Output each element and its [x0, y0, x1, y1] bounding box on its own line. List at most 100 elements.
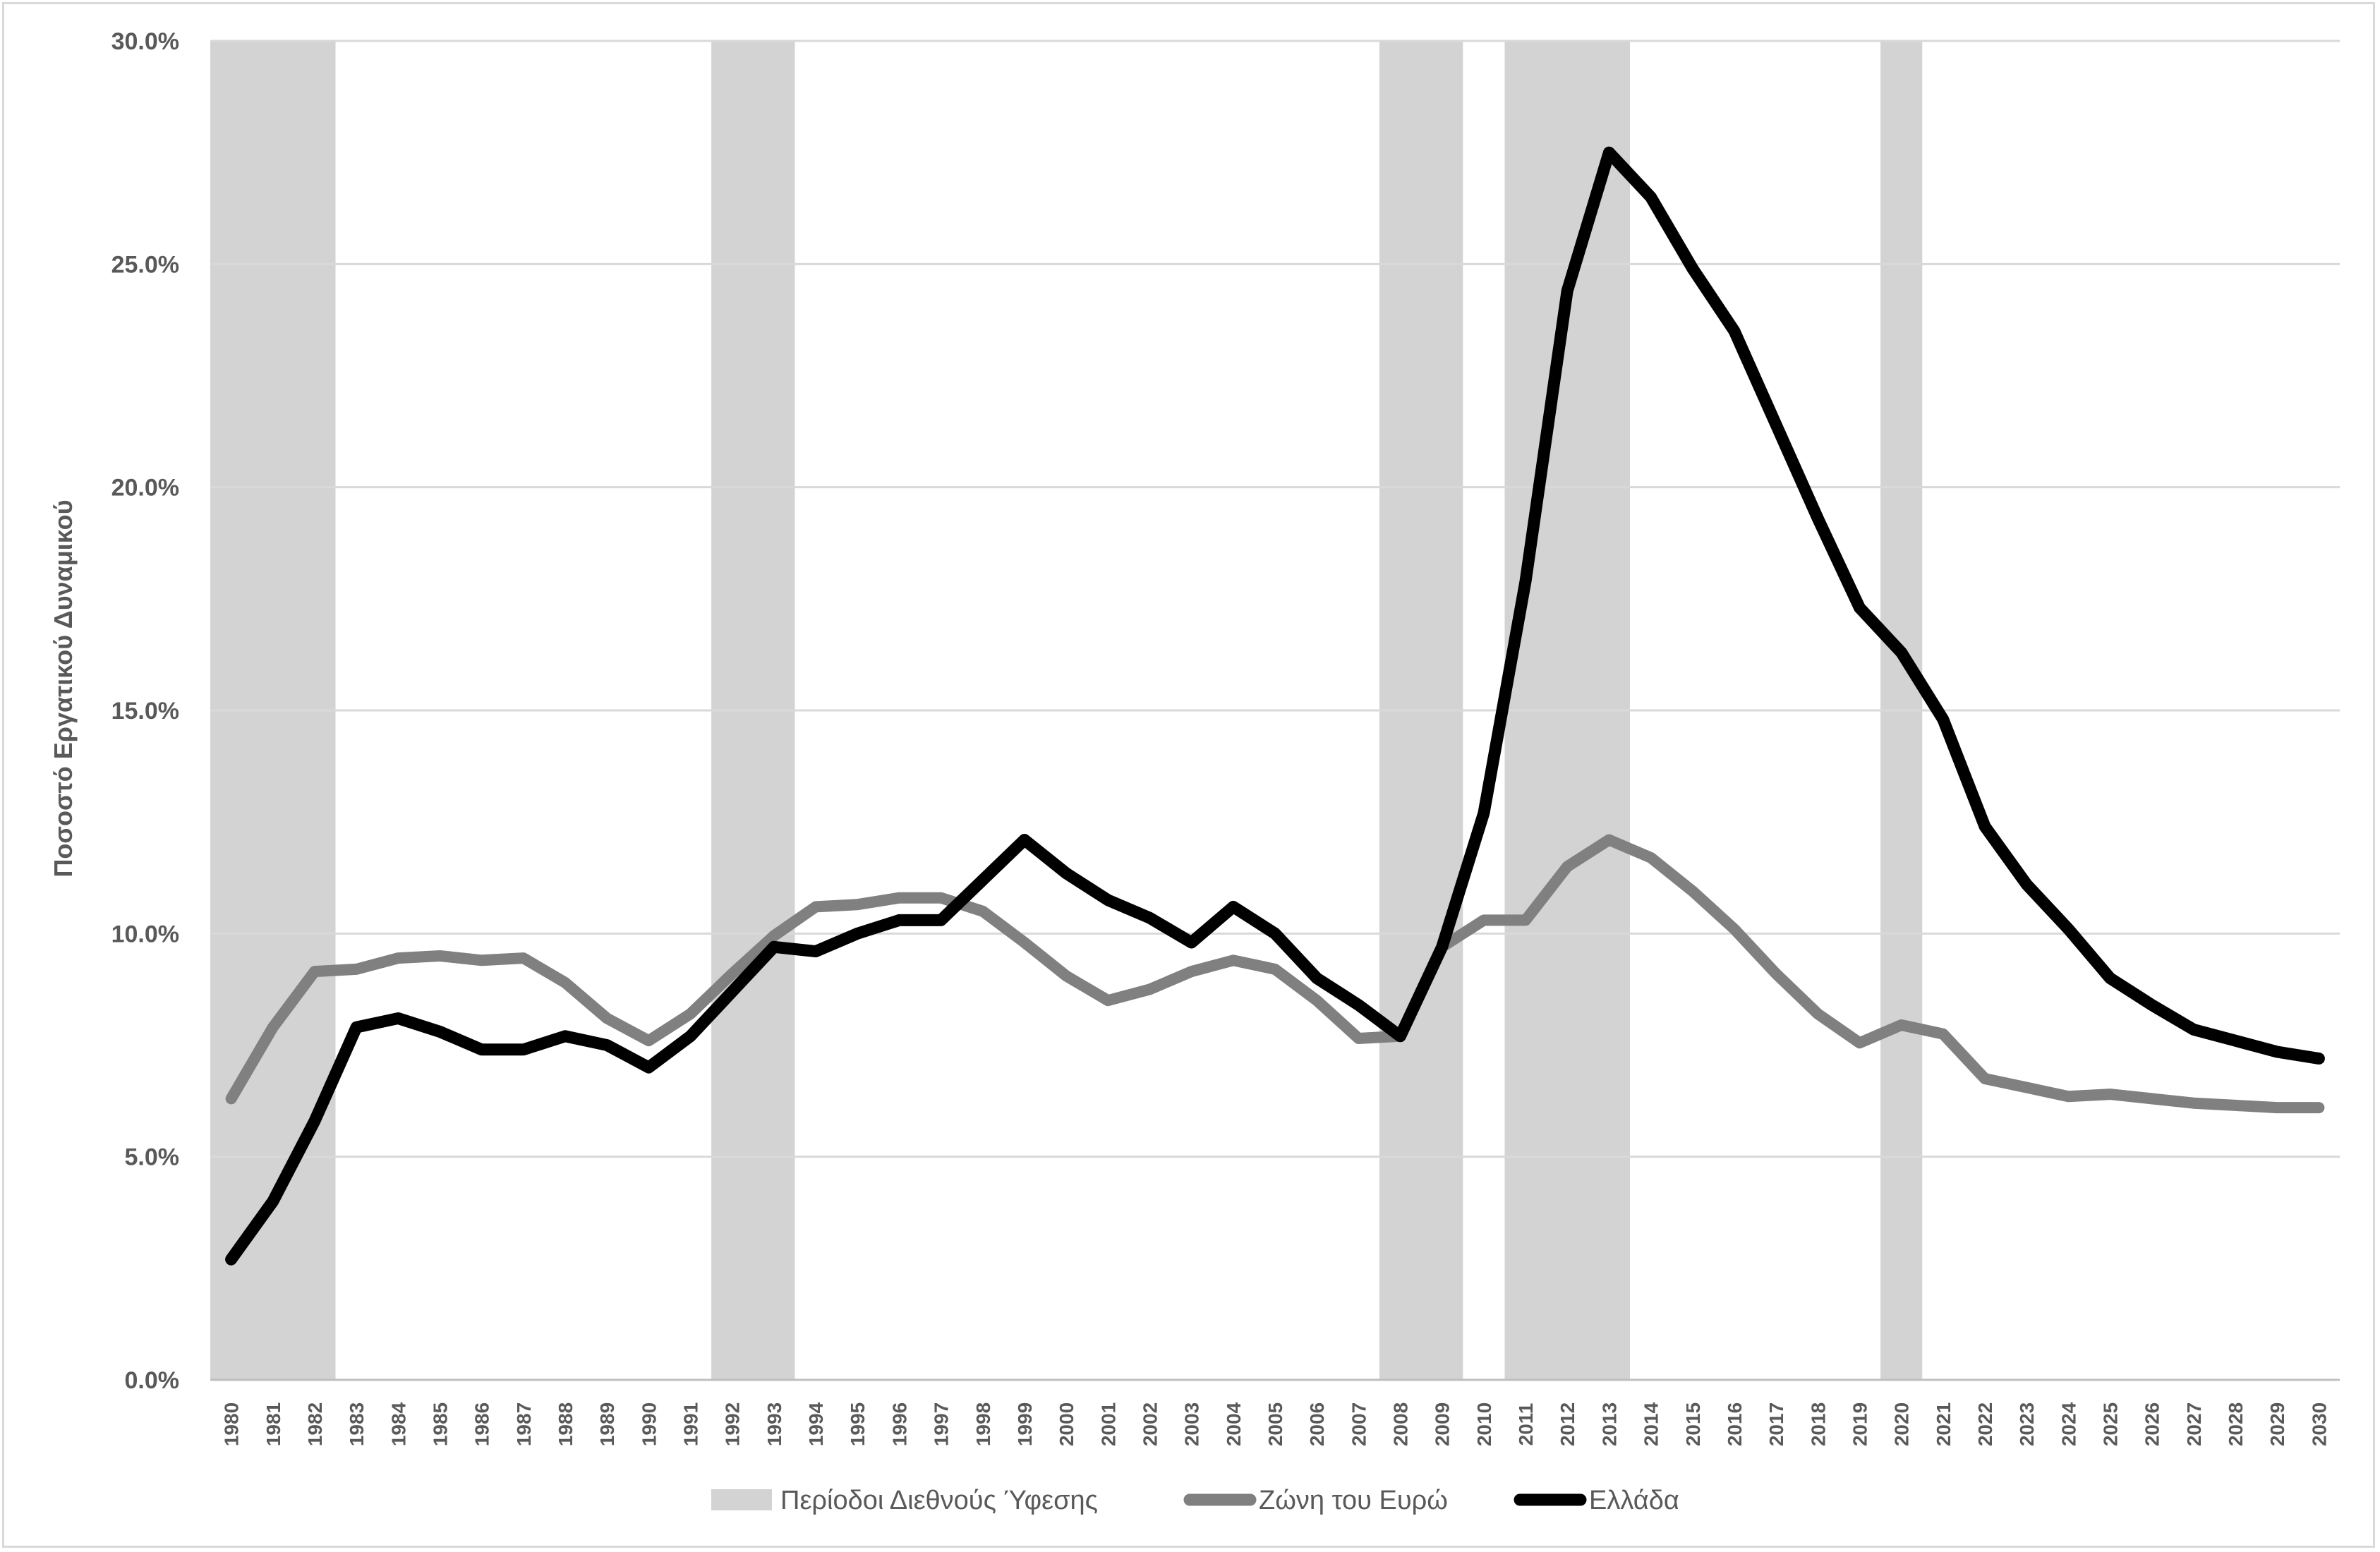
x-tick-label: 2015	[1682, 1402, 1704, 1446]
x-tick-label: 2010	[1473, 1402, 1495, 1446]
x-tick-label: 2006	[1306, 1402, 1328, 1446]
x-tick-label: 1980	[221, 1402, 243, 1446]
x-tick-label: 2025	[2100, 1402, 2122, 1446]
x-tick-label: 1997	[931, 1402, 953, 1446]
y-axis-title: Ποσοστό Εργατικού Δυναμικού	[49, 499, 78, 877]
data-point-greece-2024	[2067, 928, 2069, 930]
data-point-greece-2005	[1274, 933, 1276, 934]
x-tick-label: 1992	[722, 1402, 744, 1446]
legend-label-recession: Περίοδοι Διεθνούς Ύφεσης	[780, 1486, 1098, 1515]
data-point-eurozone-2024	[2067, 1096, 2069, 1097]
x-tick-label: 1987	[513, 1402, 535, 1446]
data-point-eurozone-1981	[272, 1026, 274, 1028]
data-point-greece-2022	[1984, 826, 1986, 827]
data-point-eurozone-2026	[2151, 1098, 2153, 1099]
data-point-greece-2003	[1191, 942, 1192, 943]
x-tick-label: 2022	[1974, 1402, 1996, 1446]
legend-item-greece: Ελλάδα	[1514, 1486, 1679, 1515]
x-tick-label: 2028	[2225, 1402, 2247, 1446]
data-point-eurozone-2023	[2026, 1087, 2027, 1089]
data-point-eurozone-2003	[1191, 971, 1192, 972]
data-point-greece-2020	[1901, 652, 1902, 653]
x-tick-label: 2021	[1933, 1402, 1955, 1446]
x-tick-label: 1986	[471, 1402, 493, 1446]
x-tick-label: 1998	[972, 1402, 994, 1446]
data-point-eurozone-1988	[564, 982, 566, 983]
data-point-eurozone-1995	[857, 904, 858, 905]
x-tick-label: 2013	[1598, 1402, 1620, 1446]
data-point-eurozone-2010	[1483, 919, 1485, 921]
x-tick-label: 1984	[387, 1402, 409, 1446]
y-tick-label: 20.0%	[111, 475, 179, 502]
y-tick-label: 10.0%	[111, 921, 179, 947]
data-point-greece-2015	[1692, 268, 1693, 269]
x-tick-label: 2012	[1557, 1402, 1578, 1446]
x-tick-label: 2020	[1891, 1402, 1913, 1446]
x-tick-label: 2027	[2183, 1402, 2205, 1446]
series-lines	[225, 146, 2325, 1266]
x-tick-label: 1982	[304, 1402, 326, 1446]
x-tick-label: 2005	[1264, 1402, 1286, 1446]
data-point-eurozone-1986	[481, 959, 483, 961]
x-tick-label: 2019	[1849, 1402, 1871, 1446]
x-tick-label: 2004	[1223, 1402, 1245, 1446]
data-point-eurozone-2002	[1149, 988, 1150, 990]
data-point-greece-2002	[1149, 917, 1150, 919]
data-point-greece-2001	[1107, 899, 1109, 901]
data-point-eurozone-2014	[1650, 857, 1652, 859]
legend-item-eurozone: Ζώνη του Ευρώ	[1183, 1486, 1448, 1515]
data-point-greece-2027	[2193, 1029, 2194, 1030]
data-point-greece-1986	[481, 1049, 483, 1050]
data-point-eurozone-2001	[1107, 1000, 1109, 1001]
x-tick-label: 2024	[2058, 1402, 2079, 1446]
data-point-greece-1983	[356, 1026, 357, 1028]
data-point-eurozone-1982	[314, 971, 315, 972]
x-tick-label: 2003	[1181, 1402, 1203, 1446]
y-tick-label: 30.0%	[111, 28, 179, 55]
data-point-eurozone-2012	[1566, 866, 1568, 867]
x-tick-label: 1994	[805, 1402, 827, 1446]
x-tick-label: 1995	[847, 1402, 869, 1446]
data-point-eurozone-1996	[898, 897, 900, 899]
data-point-eurozone-1999	[1024, 942, 1025, 943]
data-point-eurozone-1987	[523, 957, 524, 959]
x-tick-label: 2001	[1097, 1402, 1119, 1446]
data-point-greece-2023	[2026, 884, 2027, 885]
series-line-eurozone	[225, 834, 2325, 1114]
data-point-greece-2019	[1859, 607, 1860, 608]
x-tick-label: 2007	[1348, 1402, 1370, 1446]
x-tick-label: 2023	[2016, 1402, 2038, 1446]
data-point-eurozone-1984	[397, 957, 399, 959]
x-tick-label: 2014	[1641, 1402, 1662, 1446]
x-tick-label: 2026	[2142, 1402, 2163, 1446]
x-tick-label: 2017	[1765, 1402, 1787, 1446]
data-point-greece-1996	[898, 919, 900, 921]
x-tick-label: 1999	[1014, 1402, 1036, 1446]
data-point-eurozone-1989	[606, 1018, 608, 1019]
x-tick-label: 1991	[680, 1402, 702, 1446]
y-tick-label: 5.0%	[125, 1144, 180, 1171]
x-tick-label: 2018	[1807, 1402, 1829, 1446]
x-tick-label: 2000	[1056, 1402, 1077, 1446]
x-tick-label: 1993	[763, 1402, 785, 1446]
x-tick-label: 1990	[638, 1402, 660, 1446]
data-point-greece-1987	[523, 1049, 524, 1050]
series-line-greece	[225, 146, 2325, 1266]
data-point-eurozone-2020	[1901, 1024, 1902, 1026]
x-tick-label: 2030	[2308, 1402, 2330, 1446]
legend-swatch-recession	[711, 1489, 772, 1510]
x-tick-label: 1989	[596, 1402, 618, 1446]
x-tick-label: 1981	[262, 1402, 284, 1446]
legend-item-recession: Περίοδοι Διεθνούς Ύφεσης	[711, 1486, 1098, 1515]
data-point-greece-1999	[1024, 839, 1025, 840]
line-chart: 0.0%5.0%10.0%15.0%20.0%25.0%30.0% 1980 19…	[49, 28, 2340, 1515]
y-tick-label: 15.0%	[111, 698, 179, 725]
legend: Περίοδοι Διεθνούς Ύφεσης Ζώνη του Ευρώ Ε…	[711, 1486, 1679, 1515]
y-tick-label: 25.0%	[111, 251, 179, 278]
data-point-eurozone-1993	[773, 935, 775, 936]
x-tick-label: 1988	[555, 1402, 576, 1446]
x-tick-label: 1985	[429, 1402, 451, 1446]
x-tick-label: 2029	[2266, 1402, 2288, 1446]
x-axis-ticks: 1980 1981 1982 1983 1984 1985 1986 1987 1988 1989…	[221, 1402, 2331, 1446]
x-tick-label: 2016	[1724, 1402, 1746, 1446]
